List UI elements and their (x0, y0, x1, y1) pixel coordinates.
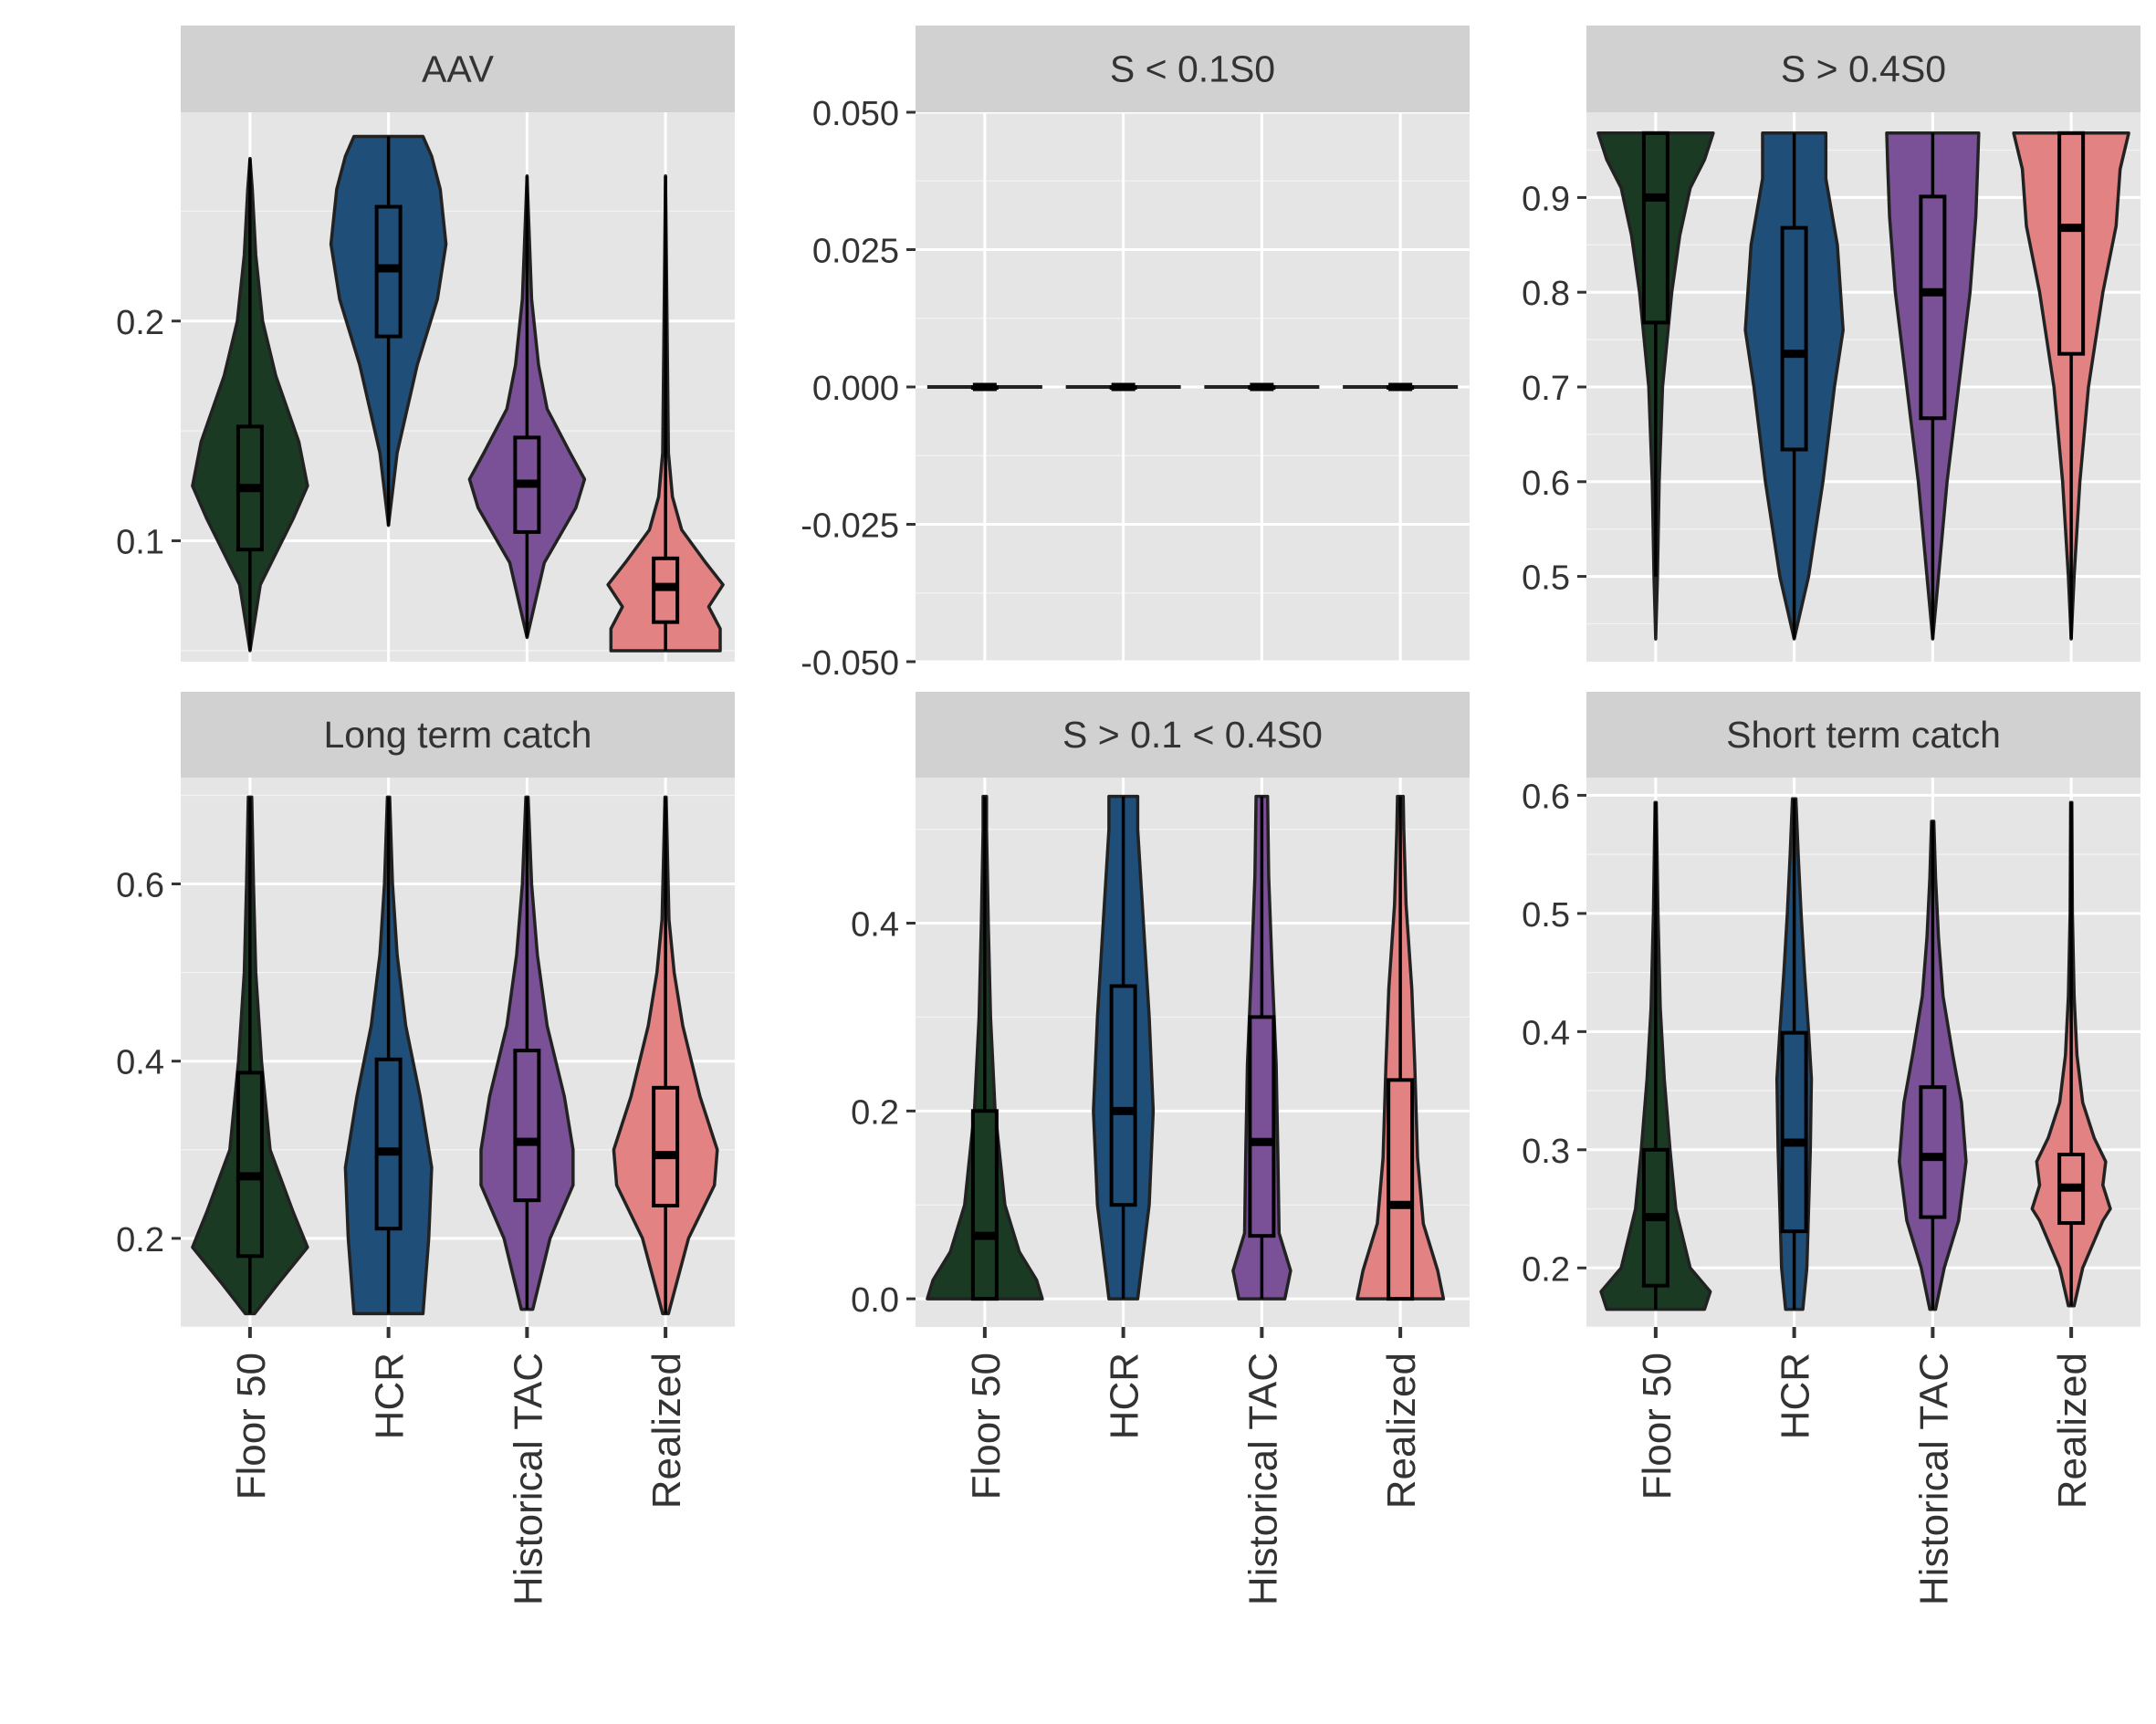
y-tick-label: -0.050 (801, 644, 899, 683)
violin-historical-tac (1885, 131, 1981, 641)
x-tick-label: Historical TAC (1911, 1353, 1956, 1605)
y-tick-label: 0.2 (116, 304, 164, 342)
violin-floor-50 (926, 382, 1042, 392)
panel-aav: 0.1 0.2 AAV (116, 26, 735, 662)
y-tick-label: 0.4 (116, 1044, 164, 1082)
y-tick-label: 0.6 (1522, 465, 1570, 503)
violin-hcr (343, 795, 434, 1316)
x-tick-label: Realized (644, 1353, 689, 1509)
facet-strip-label: AAV (422, 48, 495, 90)
violin-realized (1355, 794, 1446, 1301)
panel-s-0-4s0: 0.5 0.6 0.7 0.8 0.9 S > 0.4S0 (1522, 26, 2140, 662)
facet-strip (916, 692, 1470, 778)
panel-s-0-1-0-4s0: 0.0 0.2 0.4 S > 0.1 < 0.4S0 Floor 50 HCR Histo… (851, 692, 1470, 1605)
box-iqr (235, 1071, 264, 1259)
panel-long-term-catch: 0.2 0.4 0.6 Long term catch Floor 50 HCR Histo… (116, 692, 735, 1605)
x-tick-label: Historical TAC (506, 1353, 550, 1605)
violin-floor-50 (1599, 800, 1712, 1311)
violin-hcr (1092, 794, 1156, 1301)
y-tick-label: 0.3 (1522, 1133, 1570, 1171)
y-tick-label: 0.5 (1522, 896, 1570, 935)
box-iqr (2057, 131, 2086, 356)
y-tick-label: 0.1 (116, 524, 164, 562)
y-tick-label: 0.4 (1522, 1014, 1570, 1052)
panel-s-0-1s0: -0.050 -0.025 0.000 0.025 0.050 S < 0.1S0 (801, 26, 1470, 683)
x-tick-label: HCR (1774, 1353, 1818, 1439)
violin-realized (1343, 382, 1459, 392)
facet-strip (181, 26, 735, 112)
box-iqr (1641, 131, 1669, 325)
y-tick-label: 0.2 (1522, 1250, 1570, 1289)
box-iqr (1919, 194, 1947, 421)
violin-historical-tac (1231, 794, 1293, 1301)
y-tick-label: 0.8 (1522, 275, 1570, 313)
violin-realized (612, 795, 719, 1316)
violin-floor-50 (926, 794, 1044, 1301)
box-iqr (1780, 1030, 1808, 1234)
facet-strip (181, 692, 735, 778)
facet-strip-label: Long term catch (324, 714, 592, 756)
violin-floor-50 (191, 156, 309, 653)
y-tick-label: -0.025 (801, 507, 899, 546)
y-tick-label: 0.5 (1522, 559, 1570, 598)
facet-strip (1586, 26, 2140, 112)
facet-strip (1586, 692, 2140, 778)
y-tick-label: 0.6 (116, 867, 164, 905)
x-tick-label: Historical TAC (1240, 1353, 1285, 1605)
x-tick-label: Realized (2050, 1353, 2095, 1509)
facet-strip (916, 26, 1470, 112)
box-iqr (1387, 1078, 1415, 1301)
y-tick-label: 0.0 (851, 1281, 899, 1320)
violin-floor-50 (191, 795, 309, 1316)
panel-short-term-catch: 0.2 0.3 0.4 0.5 0.6 Short term catch Floor 50 H… (1522, 692, 2140, 1605)
box-iqr (1919, 1085, 1947, 1219)
y-tick-label: 0.6 (1522, 778, 1570, 816)
x-tick-label: HCR (368, 1353, 413, 1439)
violin-historical-tac (467, 174, 587, 640)
y-tick-label: 0.025 (812, 233, 899, 271)
box-iqr (513, 1049, 541, 1203)
y-tick-label: 0.4 (851, 906, 899, 945)
violin-hcr (329, 134, 448, 528)
x-tick-label: Floor 50 (1635, 1353, 1680, 1499)
facet-strip-label: Short term catch (1726, 714, 2001, 756)
box-iqr (652, 1085, 680, 1207)
facet-strip-label: S > 0.1 < 0.4S0 (1062, 714, 1323, 756)
y-tick-label: 0.9 (1522, 180, 1570, 218)
box-iqr (970, 1109, 999, 1301)
box-iqr (1248, 1015, 1276, 1238)
y-tick-label: 0.2 (116, 1221, 164, 1259)
violin-hcr (1065, 382, 1181, 392)
box-iqr (1780, 225, 1808, 452)
violin-hcr (1743, 131, 1845, 641)
violin-historical-tac (1898, 820, 1968, 1311)
violin-historical-tac (479, 795, 575, 1311)
y-tick-label: 0.7 (1522, 370, 1570, 408)
facet-strip-label: S > 0.4S0 (1781, 48, 1946, 90)
violin-floor-50 (1596, 131, 1715, 641)
x-tick-label: Floor 50 (964, 1353, 1009, 1499)
violin-realized (606, 174, 725, 653)
violin-historical-tac (1204, 382, 1320, 392)
box-iqr (1109, 984, 1137, 1207)
box-iqr (374, 1057, 403, 1231)
violin-realized (2012, 131, 2130, 641)
violin-realized (2030, 800, 2112, 1308)
y-tick-label: 0.2 (851, 1093, 899, 1132)
x-tick-label: Floor 50 (229, 1353, 274, 1499)
y-tick-label: 0.050 (812, 95, 899, 133)
y-tick-label: 0.000 (812, 370, 899, 408)
violin-hcr (1774, 797, 1814, 1311)
x-tick-label: Realized (1379, 1353, 1424, 1509)
facet-strip-label: S < 0.1S0 (1110, 48, 1275, 90)
x-tick-label: HCR (1103, 1353, 1147, 1439)
